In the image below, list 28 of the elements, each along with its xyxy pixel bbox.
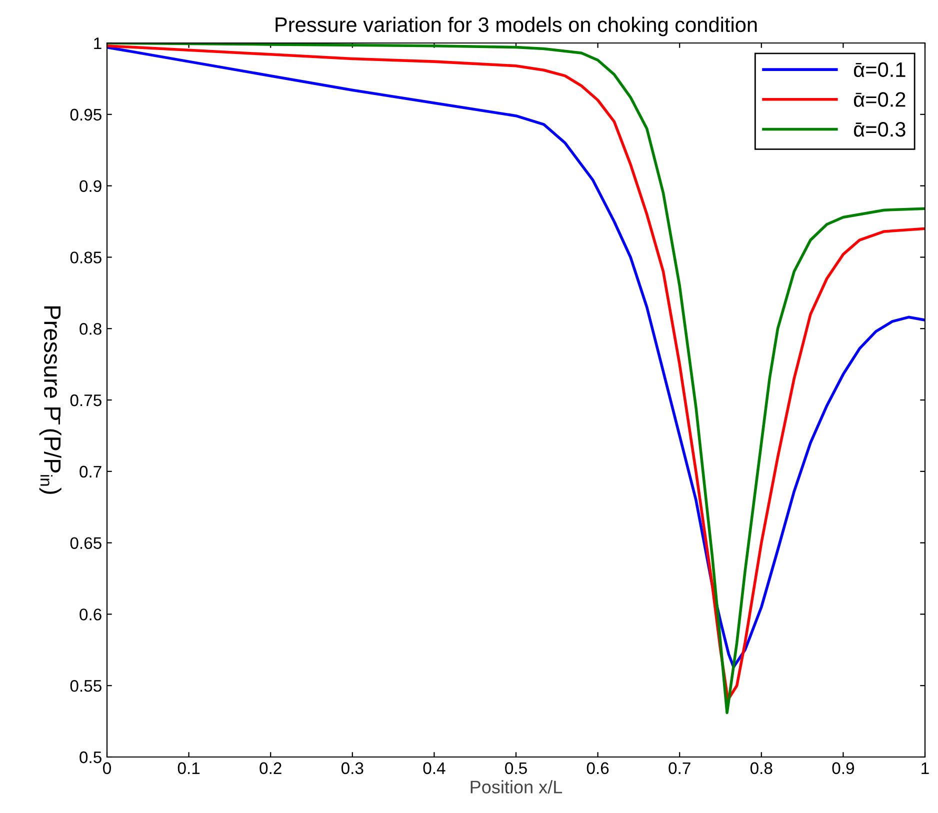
x-tick-label: 0.3 bbox=[341, 762, 364, 774]
legend-label: ᾱ=0.1 bbox=[854, 62, 906, 78]
chart-title: Pressure variation for 3 models on choking condition bbox=[276, 16, 757, 36]
y-tick-label: 0.65 bbox=[70, 537, 102, 550]
x-tick-label: 0.1 bbox=[178, 762, 200, 774]
y-tick-label: 0.75 bbox=[70, 394, 102, 406]
x-tick-label: 0.9 bbox=[832, 762, 854, 774]
y-tick-label: 0.55 bbox=[70, 680, 102, 692]
y-tick-label: 1 bbox=[94, 38, 102, 50]
x-tick-label: 0.7 bbox=[668, 762, 690, 774]
y-tick-label: 0.7 bbox=[80, 466, 102, 478]
x-axis-title: Position x/L bbox=[470, 780, 562, 794]
legend-label: ᾱ=0.2 bbox=[854, 92, 906, 107]
y-tick-label: 0.5 bbox=[80, 751, 102, 764]
x-tick-label: 0.5 bbox=[505, 762, 527, 774]
y-tick-label: 0.95 bbox=[70, 108, 102, 121]
y-tick-label: 0.6 bbox=[80, 608, 102, 620]
y-tick-label: 0.8 bbox=[80, 323, 102, 335]
legend-label: ᾱ=0.3 bbox=[854, 122, 906, 137]
y-axis-title: Pressure P̄ (P/P$_{in}$) bbox=[39, 306, 62, 494]
x-tick-label: 0 bbox=[103, 762, 111, 774]
x-tick-label: 0.6 bbox=[586, 762, 609, 774]
x-tick-label: 0.2 bbox=[260, 762, 282, 774]
x-tick-label: 0.4 bbox=[423, 762, 446, 774]
x-tick-label: 1 bbox=[922, 762, 929, 774]
y-tick-label: 0.85 bbox=[70, 252, 102, 264]
x-tick-label: 0.8 bbox=[750, 762, 772, 774]
y-tick-label: 0.9 bbox=[80, 180, 102, 192]
